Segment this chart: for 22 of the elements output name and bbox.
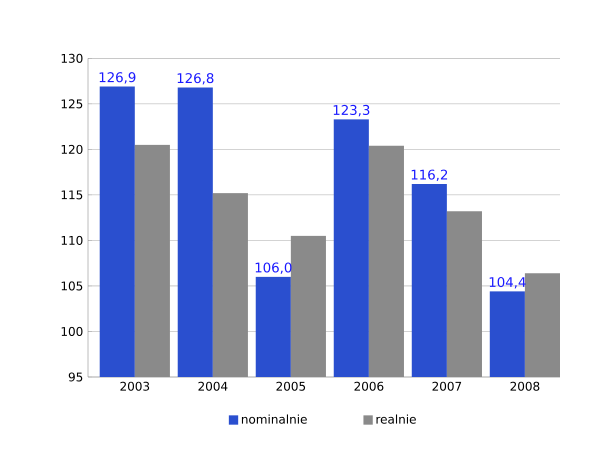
data-label: 123,3: [334, 104, 370, 116]
y-tick-label: 100: [62, 326, 82, 336]
data-label: 126,9: [100, 72, 136, 84]
y-tick-label: 105: [62, 281, 82, 290]
y-tick-label: 115: [62, 190, 82, 200]
y-tick-label: 125: [62, 99, 82, 108]
x-tick-label: 2008: [510, 382, 540, 391]
legend-label: nominalnie: [242, 414, 307, 424]
x-tick-label: 2006: [354, 382, 384, 391]
y-tick-label: 110: [62, 236, 82, 245]
y-tick-label: 130: [62, 54, 82, 63]
x-tick-label: 2005: [276, 382, 306, 391]
data-label: 104,4: [490, 277, 526, 288]
data-label: 116,2: [412, 170, 448, 182]
x-tick-label: 2007: [432, 382, 462, 391]
y-tick-label: 120: [62, 144, 82, 154]
x-tick-label: 2003: [120, 382, 150, 391]
data-label: 126,8: [178, 73, 214, 85]
x-tick-label: 2004: [198, 382, 228, 391]
y-tick-label: 95: [68, 372, 82, 382]
legend-label: realnie: [376, 414, 416, 424]
data-label: 106,0: [256, 262, 292, 274]
